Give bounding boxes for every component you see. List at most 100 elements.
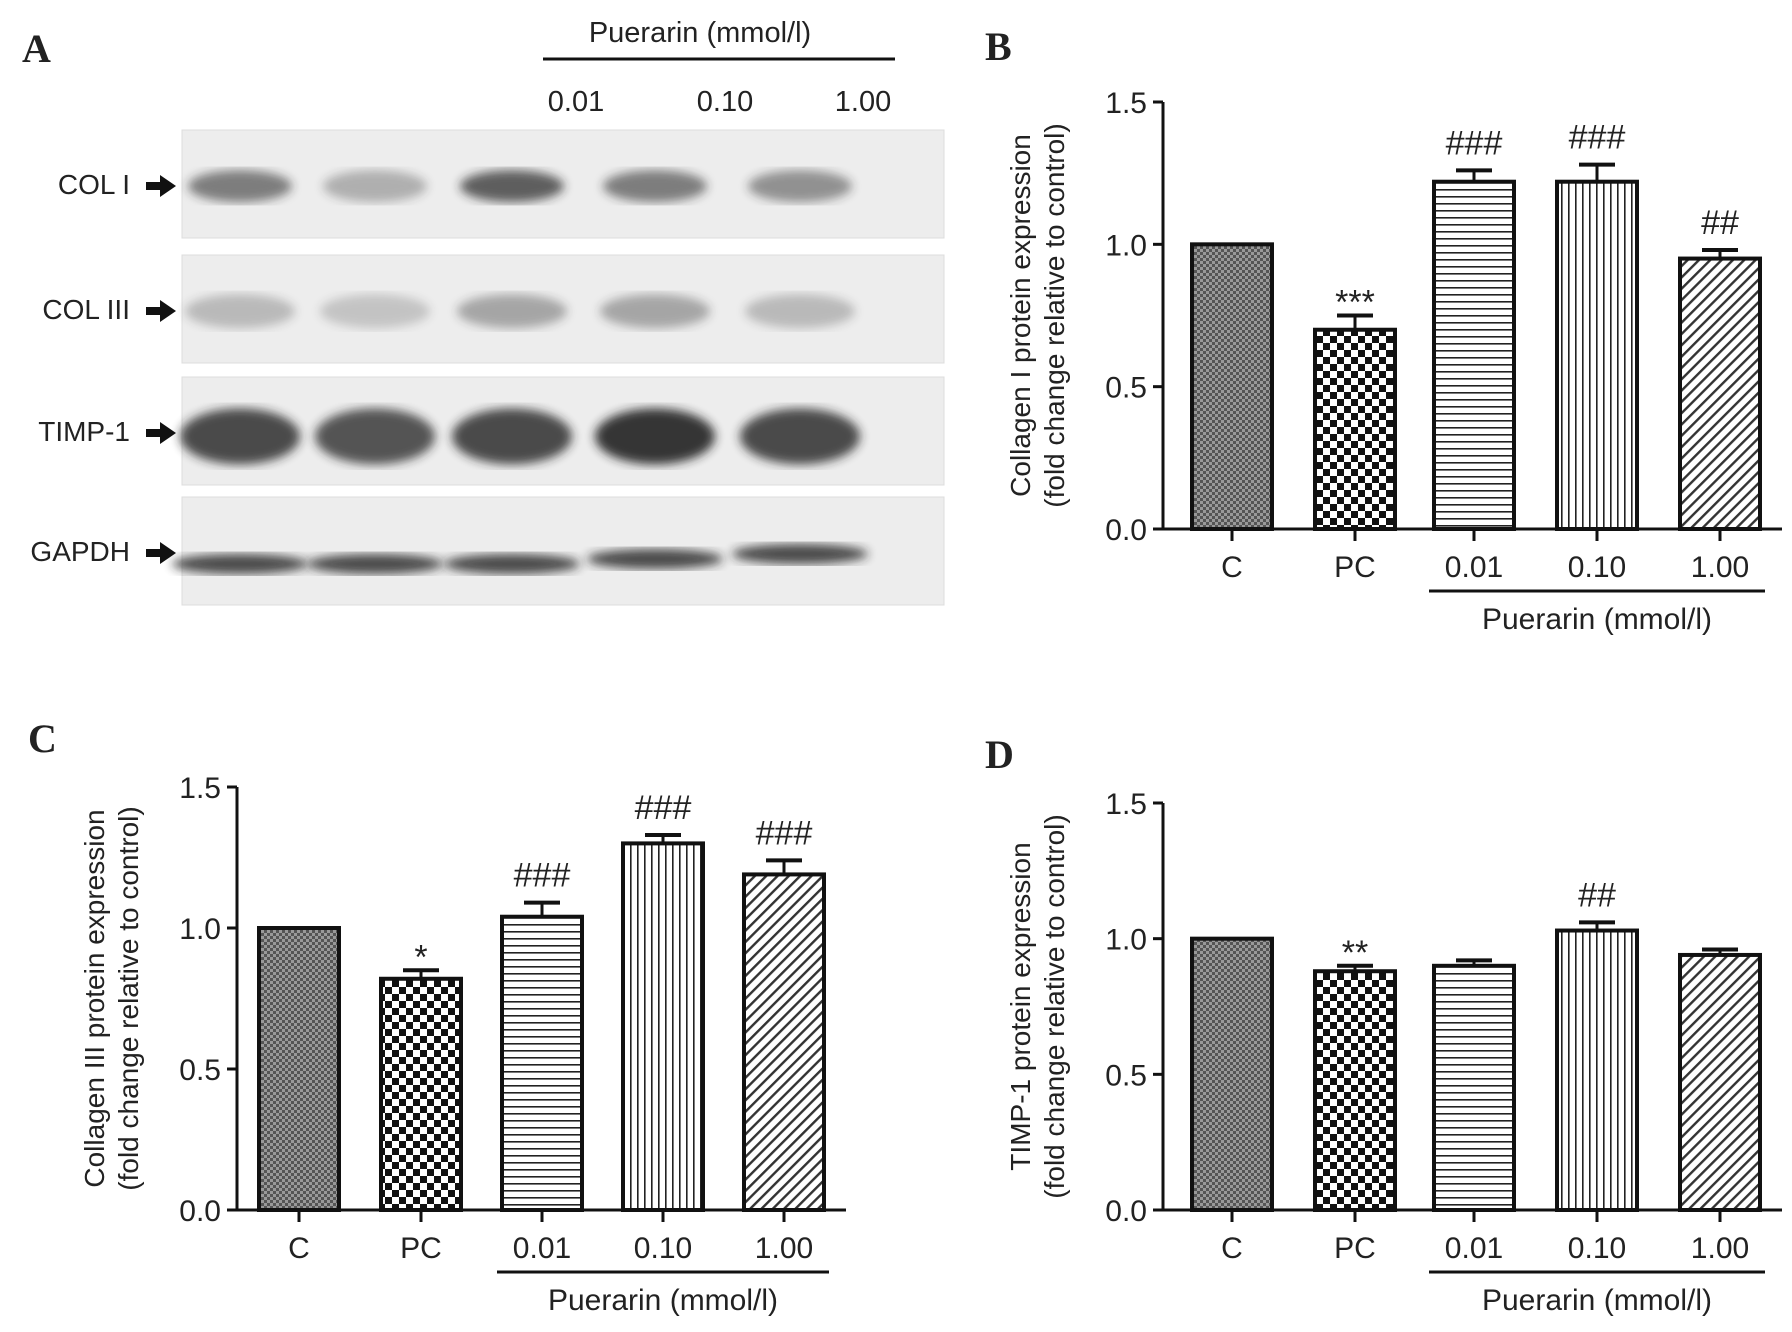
y-tick-label: 1.0	[1105, 229, 1147, 262]
bar	[742, 872, 826, 1212]
bar	[1555, 179, 1639, 531]
bar	[1190, 936, 1274, 1213]
bar	[500, 914, 584, 1212]
x-tick-label: 0.10	[1568, 551, 1626, 584]
blot-band	[457, 294, 567, 329]
bar	[1678, 952, 1762, 1212]
panel-letter: D	[985, 732, 1014, 777]
bar	[379, 976, 463, 1213]
y-axis-label: (fold change relative to control)	[1039, 123, 1070, 507]
blot-band	[180, 408, 300, 465]
y-axis-label: Collagen I protein expression	[1005, 134, 1036, 497]
x-tick-label: C	[288, 1232, 310, 1265]
blot-band	[320, 294, 430, 329]
blot-row: COL I	[58, 129, 945, 239]
bar	[1432, 179, 1516, 531]
blot-row: COL III	[42, 254, 945, 364]
bar	[1555, 928, 1639, 1212]
bar	[1313, 327, 1397, 531]
blot-band	[603, 170, 707, 203]
blot-band	[745, 294, 855, 329]
y-tick-label: 0.0	[179, 1195, 221, 1228]
significance-label: **	[1342, 934, 1368, 972]
significance-label: ###	[635, 789, 692, 827]
x-tick-label: C	[1221, 1232, 1243, 1265]
chart-panel-d: D 0.0 0.5 1.0 1.5 TIMP-1 protein expression (f…	[985, 732, 1782, 1317]
y-axis-label: Collagen III protein expression	[79, 809, 110, 1187]
y-tick-label: 0.0	[1105, 514, 1147, 547]
bar	[1190, 242, 1274, 531]
blot-band	[188, 170, 292, 203]
panel-letter: B	[985, 24, 1012, 69]
y-tick-label: 1.5	[1105, 788, 1147, 821]
significance-label: *	[414, 938, 427, 976]
x-tick-label: PC	[1334, 1232, 1376, 1265]
bar	[257, 926, 341, 1212]
blot-band	[452, 408, 572, 465]
x-tick-label: PC	[1334, 551, 1376, 584]
y-tick-label: 0.0	[1105, 1195, 1147, 1228]
blot-row: TIMP-1	[38, 376, 945, 486]
blot-lane-label: 0.10	[697, 86, 753, 118]
blot-band	[185, 294, 295, 329]
y-tick-label: 1.0	[179, 913, 221, 946]
blot-band	[172, 553, 308, 574]
y-tick-label: 0.5	[1105, 1059, 1147, 1092]
panel-letter: C	[28, 716, 57, 761]
right-arrow-icon	[146, 300, 176, 322]
blot-band	[315, 408, 435, 465]
blot-band	[595, 408, 715, 465]
blot-treatment-label: Puerarin (mmol/l)	[589, 17, 811, 49]
y-tick-label: 1.5	[179, 772, 221, 805]
significance-label: ##	[1578, 876, 1616, 914]
blot-row-label: COL I	[58, 169, 130, 200]
blot-row: GAPDH	[30, 496, 945, 606]
blot-band	[307, 553, 443, 574]
x-tick-label: 0.01	[1445, 551, 1503, 584]
bar	[1313, 969, 1397, 1213]
x-tick-label: 1.00	[1691, 1232, 1749, 1265]
significance-label: ###	[756, 814, 813, 852]
blot-band	[600, 294, 710, 329]
bar	[621, 841, 705, 1213]
significance-label: ###	[514, 857, 571, 895]
blot-row-label: COL III	[42, 294, 130, 325]
bar	[1432, 963, 1516, 1212]
blot-lane-label: 1.00	[835, 86, 891, 118]
y-tick-label: 1.0	[1105, 924, 1147, 957]
x-tick-label: C	[1221, 551, 1243, 584]
blot-band	[460, 170, 564, 203]
y-axis-label: (fold change relative to control)	[113, 806, 144, 1190]
y-tick-label: 1.5	[1105, 87, 1147, 120]
right-arrow-icon	[146, 175, 176, 197]
blot-row-label: GAPDH	[30, 536, 130, 567]
x-tick-label: 0.10	[1568, 1232, 1626, 1265]
panel-letter-a: A	[22, 26, 51, 71]
y-tick-label: 0.5	[1105, 372, 1147, 405]
x-tick-label: 0.10	[634, 1232, 692, 1265]
blot-lane-label: 0.01	[548, 86, 604, 118]
chart-panel-b: B 0.0 0.5 1.0 1.5 Collagen I protein expressi…	[985, 24, 1782, 636]
group-label: Puerarin (mmol/l)	[1482, 603, 1712, 636]
group-label: Puerarin (mmol/l)	[1482, 1284, 1712, 1317]
group-label: Puerarin (mmol/l)	[548, 1284, 778, 1317]
y-axis-label: (fold change relative to control)	[1039, 814, 1070, 1198]
x-tick-label: PC	[400, 1232, 442, 1265]
y-axis-label: TIMP-1 protein expression	[1005, 842, 1036, 1170]
x-tick-label: 0.01	[1445, 1232, 1503, 1265]
blot-band	[587, 548, 723, 569]
blot-band	[748, 170, 852, 203]
blot-band	[444, 553, 580, 574]
chart-panel-c: C 0.0 0.5 1.0 1.5 Collagen III protein expres…	[28, 716, 846, 1317]
blot-band	[732, 543, 868, 564]
right-arrow-icon	[146, 422, 176, 444]
significance-label: ***	[1335, 284, 1375, 322]
bar	[1678, 256, 1762, 531]
x-tick-label: 1.00	[1691, 551, 1749, 584]
blot-band	[740, 408, 860, 465]
significance-label: ###	[1569, 119, 1626, 157]
x-tick-label: 1.00	[755, 1232, 813, 1265]
significance-label: ##	[1701, 204, 1739, 242]
right-arrow-icon	[146, 542, 176, 564]
